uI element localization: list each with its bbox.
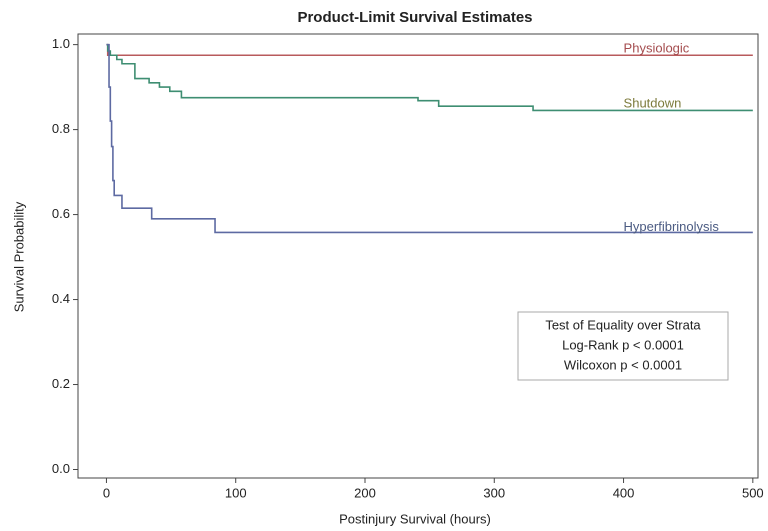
survival-curve — [106, 43, 753, 234]
chart-title: Product-Limit Survival Estimates — [297, 9, 532, 26]
y-tick-label: 1.0 — [52, 36, 70, 51]
x-tick-label: 300 — [483, 485, 505, 500]
y-tick-label: 0.2 — [52, 376, 70, 391]
plot-frame — [77, 33, 759, 479]
x-tick-label: 400 — [613, 485, 635, 500]
inset-text: Test of Equality over Strata — [545, 317, 701, 332]
y-axis-label: Survival Probability — [11, 201, 26, 312]
series-label: Hyperfibrinolysis — [624, 219, 720, 234]
x-tick-label: 100 — [225, 485, 247, 500]
survival-curve — [106, 43, 753, 112]
series-label: Physiologic — [624, 40, 690, 55]
inset-text: Wilcoxon p < 0.0001 — [564, 357, 682, 372]
y-tick-label: 0.8 — [52, 121, 70, 136]
inset-box — [517, 311, 729, 381]
y-tick-label: 0.0 — [52, 461, 70, 476]
y-tick-label: 0.6 — [52, 206, 70, 221]
y-tick-label: 0.4 — [52, 291, 70, 306]
x-tick-label: 200 — [354, 485, 376, 500]
x-axis-label: Postinjury Survival (hours) — [339, 511, 491, 526]
inset-text: Log-Rank p < 0.0001 — [562, 337, 684, 352]
x-tick-label: 0 — [103, 485, 110, 500]
series-label: Shutdown — [624, 96, 682, 111]
x-tick-label: 500 — [742, 485, 764, 500]
